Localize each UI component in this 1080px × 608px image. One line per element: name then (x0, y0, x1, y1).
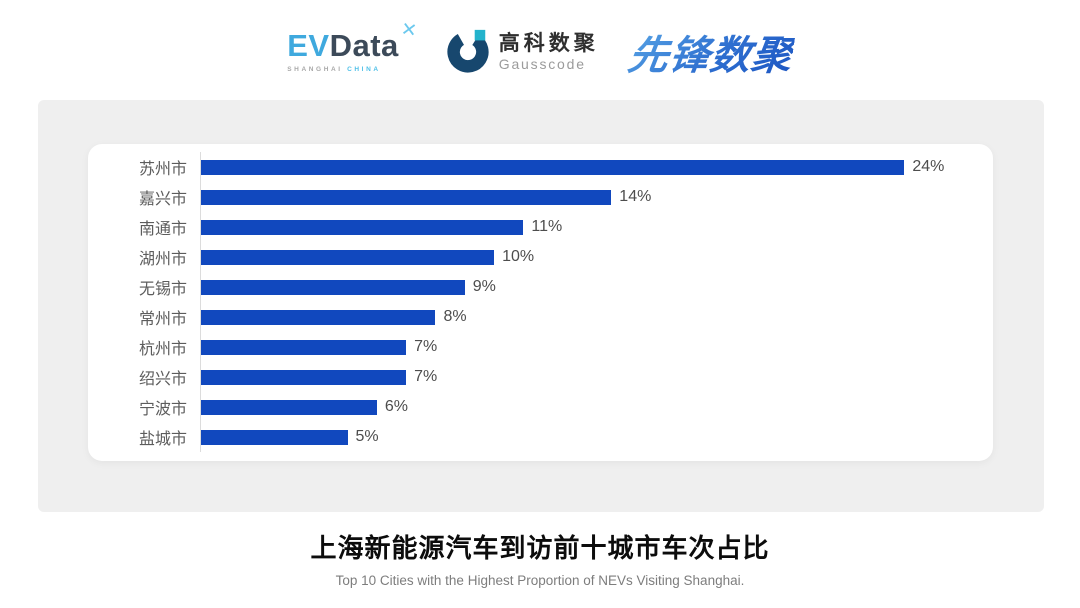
bar-category-label: 宁波市 (138, 401, 187, 418)
bar-category-label: 无锡市 (138, 281, 187, 298)
bar-value-label: 7% (414, 338, 438, 355)
bar-row: 常州市 8% (104, 302, 963, 332)
bar-value-label: 11% (531, 218, 563, 235)
bar-area: 5% (200, 422, 963, 452)
bar-area: 8% (200, 302, 963, 332)
bar-value-label: 24% (912, 158, 945, 175)
bar-value-label: 6% (384, 398, 408, 415)
bar (201, 369, 407, 385)
gausscode-logo: 高科数聚 Gausscode (445, 27, 599, 78)
gausscode-text: 高科数聚 Gausscode (499, 32, 599, 72)
bar (201, 249, 495, 265)
gausscode-en-text: Gausscode (498, 55, 586, 72)
bar-rows: 苏州市 24% 嘉兴市 14% 南通市 11% 湖州市 10% 无锡市 9% 常州市 8% 杭州市 7% 绍… (104, 152, 963, 452)
bar-row: 苏州市 24% (104, 152, 963, 182)
bar-area: 7% (200, 362, 963, 392)
bar-row: 宁波市 6% (104, 392, 963, 422)
bar-category-label: 南通市 (138, 221, 187, 238)
bar-area: 7% (200, 332, 963, 362)
bar-row: 无锡市 9% (104, 272, 963, 302)
bar (201, 279, 465, 295)
pioneer-logo: 先锋数聚 (625, 23, 797, 81)
bar (201, 399, 377, 415)
bar-value-label: 14% (619, 188, 652, 205)
chart-caption: 上海新能源汽车到访前十城市车次占比 Top 10 Cities with the… (0, 528, 1080, 588)
evdata-x-icon: ✕ (399, 19, 419, 43)
chart-card: 苏州市 24% 嘉兴市 14% 南通市 11% 湖州市 10% 无锡市 9% 常州市 8% 杭州市 7% 绍… (88, 144, 993, 461)
bar (201, 309, 436, 325)
bar-row: 盐城市 5% (104, 422, 963, 452)
chart-title: 上海新能源汽车到访前十城市车次占比 (310, 533, 770, 563)
bar-area: 6% (200, 392, 963, 422)
bar-category-label: 绍兴市 (138, 371, 187, 388)
bar (201, 429, 348, 445)
bar-row: 嘉兴市 14% (104, 182, 963, 212)
bar-area: 9% (200, 272, 963, 302)
bar-category-label: 湖州市 (138, 251, 187, 268)
evdata-data-text: Data (329, 28, 399, 64)
evdata-ev-text: EV (287, 28, 330, 64)
gausscode-ring-icon (445, 27, 491, 78)
bar-row: 湖州市 10% (104, 242, 963, 272)
chart-panel: 苏州市 24% 嘉兴市 14% 南通市 11% 湖州市 10% 无锡市 9% 常州市 8% 杭州市 7% 绍… (38, 100, 1044, 512)
bar (201, 219, 524, 235)
bar-value-label: 9% (472, 278, 496, 295)
header-logo-row: EV Data ✕ SHANGHAI CHINA 高科数聚 Gausscode 先… (0, 16, 1080, 88)
bar (201, 159, 905, 175)
evdata-wordmark: EV Data (287, 30, 399, 61)
bar-area: 11% (200, 212, 963, 242)
bar-row: 南通市 11% (104, 212, 963, 242)
chart-subtitle: Top 10 Cities with the Highest Proportio… (335, 573, 745, 588)
evdata-china-text: CHINA (347, 66, 381, 74)
bar (201, 339, 407, 355)
evdata-subtext: SHANGHAI CHINA (287, 67, 399, 74)
bar-area: 24% (200, 152, 963, 182)
evdata-logo: EV Data ✕ SHANGHAI CHINA (287, 19, 418, 74)
bar-category-label: 苏州市 (138, 161, 187, 178)
bar-category-label: 常州市 (138, 311, 187, 328)
bar-value-label: 10% (502, 248, 535, 265)
bar-category-label: 杭州市 (138, 341, 187, 358)
bar-category-label: 嘉兴市 (138, 191, 187, 208)
evdata-shanghai-text: SHANGHAI (287, 66, 343, 74)
bar-row: 绍兴市 7% (104, 362, 963, 392)
bar-value-label: 5% (355, 428, 379, 445)
gausscode-cn-text: 高科数聚 (498, 31, 599, 55)
bar-area: 10% (200, 242, 963, 272)
bar-category-label: 盐城市 (138, 431, 187, 448)
bar-value-label: 7% (414, 368, 438, 385)
bar (201, 189, 612, 205)
bar-area: 14% (200, 182, 963, 212)
bar-value-label: 8% (443, 308, 467, 325)
bar-row: 杭州市 7% (104, 332, 963, 362)
